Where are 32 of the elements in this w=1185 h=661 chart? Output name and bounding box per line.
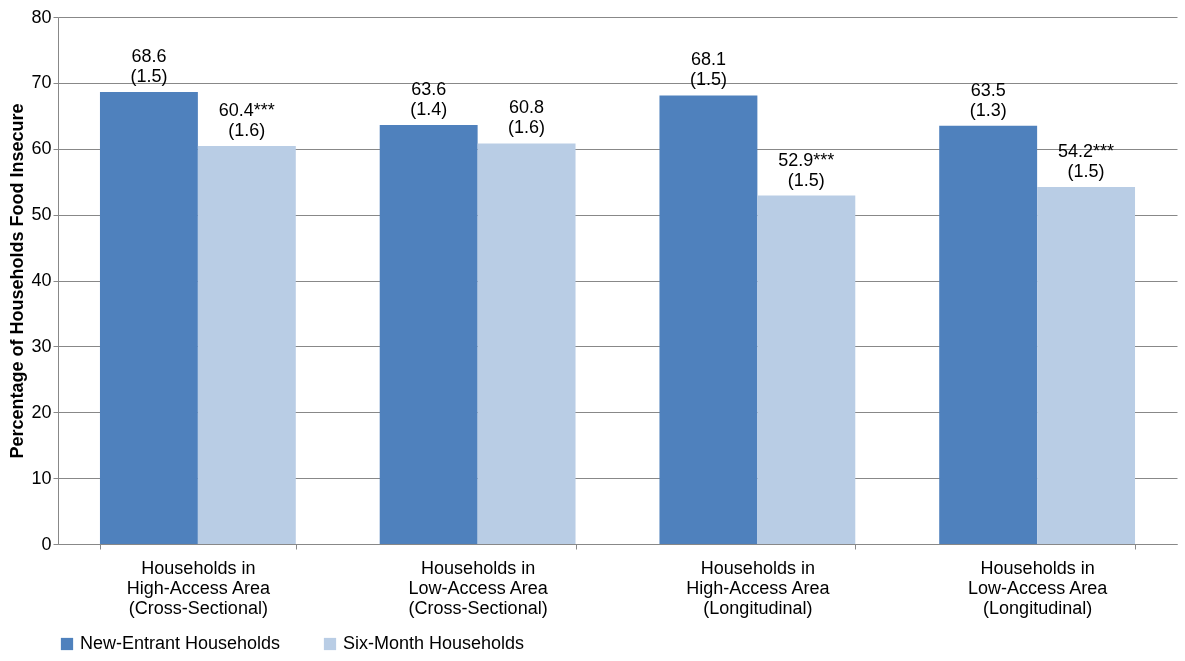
y-axis-title: Percentage of Households Food Insecure xyxy=(7,103,28,459)
y-tick-label: 50 xyxy=(31,204,52,225)
x-tick-label: Households in High-Access Area (Cross-Sectional) xyxy=(126,557,271,618)
y-tick-label: 20 xyxy=(31,401,52,422)
data-label: 63.5 (1.3) xyxy=(969,79,1007,120)
y-tick-label: 30 xyxy=(31,335,52,356)
bar xyxy=(99,92,198,544)
data-label: 60.4*** (1.6) xyxy=(218,100,275,141)
bar xyxy=(477,143,576,544)
bar xyxy=(1037,186,1136,544)
data-label: 63.6 (1.4) xyxy=(410,79,448,120)
bar xyxy=(757,195,856,544)
data-label: 52.9*** (1.5) xyxy=(778,149,835,190)
x-tick-label: Households in Low-Access Area (Cross-Sectional) xyxy=(408,557,549,618)
bar xyxy=(379,125,478,544)
y-tick-label: 70 xyxy=(31,72,52,93)
x-tick-label: Households in High-Access Area (Longitudinal) xyxy=(686,557,831,618)
y-tick-label: 80 xyxy=(31,6,52,27)
y-tick-label: 60 xyxy=(31,138,52,159)
bar xyxy=(939,125,1038,544)
y-tick-label: 10 xyxy=(31,467,52,488)
data-label: 68.6 (1.5) xyxy=(130,46,168,87)
bar xyxy=(659,95,758,544)
bar xyxy=(197,146,296,544)
legend-label: New-Entrant Households xyxy=(80,633,281,653)
x-tick-label: Households in Low-Access Area (Longitudinal) xyxy=(968,557,1109,618)
data-label: 60.8 (1.6) xyxy=(508,97,546,138)
data-label: 54.2*** (1.5) xyxy=(1058,140,1115,181)
data-label: 68.1 (1.5) xyxy=(689,49,727,90)
legend-label: Six-Month Households xyxy=(343,633,525,653)
y-tick-label: 0 xyxy=(41,533,52,554)
y-tick-label: 40 xyxy=(31,270,52,290)
